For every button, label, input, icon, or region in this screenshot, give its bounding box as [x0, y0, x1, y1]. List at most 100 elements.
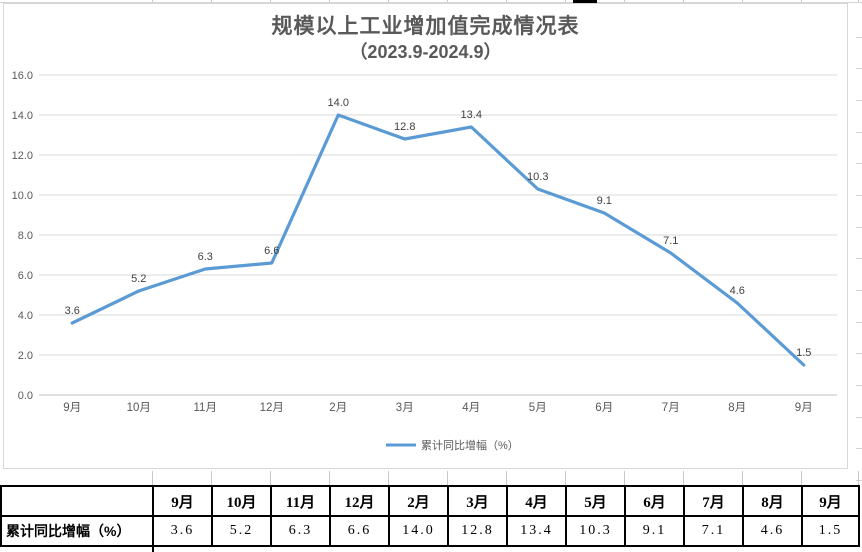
sheet-gridline-tick [801, 0, 802, 2]
y-tick-label: 2.0 [18, 350, 33, 362]
month-header-cell[interactable]: 5月 [565, 485, 626, 517]
month-header-cell[interactable]: 2月 [388, 485, 449, 517]
y-tick-label: 4.0 [18, 310, 33, 322]
sheet-gridline-tick [211, 0, 212, 2]
sheet-gridline-tick [624, 471, 625, 485]
chart-object[interactable]: 规模以上工业增加值完成情况表 （2023.9-2024.9） 0.0 2.0 4.0… [3, 3, 848, 469]
series-line [70, 113, 806, 367]
chart-title-line1: 规模以上工业增加值完成情况表 [271, 14, 580, 38]
y-tick-label: 16.0 [12, 70, 33, 82]
sheet-gridline-tick [506, 0, 507, 2]
sheet-gridline-tick [388, 471, 389, 485]
value-cell[interactable]: 10.3 [565, 515, 626, 547]
x-tick-label: 2月 [329, 402, 347, 414]
corner-cell[interactable] [0, 485, 154, 517]
sheet-gridline-tick [624, 0, 625, 2]
sheet-gridline-tick [388, 0, 389, 2]
sheet-gridline-tick [856, 480, 862, 481]
data-label: 7.1 [663, 235, 678, 247]
y-tick-label: 8.0 [18, 230, 33, 242]
row-label-cell[interactable]: 累计同比增幅（%） [0, 515, 154, 547]
sheet-gridline-tick [856, 322, 862, 323]
y-tick-label: 6.0 [18, 270, 33, 282]
sheet-gridline-tick [858, 471, 859, 485]
sheet-gridline-tick [856, 68, 862, 69]
data-label: 3.6 [65, 305, 80, 317]
sheet-gridline-tick [152, 547, 154, 552]
sheet-gridline-tick [856, 132, 862, 133]
sheet-gridline-tick [152, 471, 153, 485]
line-chart-plot: 0.0 2.0 4.0 6.0 8.0 10.0 12.0 14.0 16.0 9月 10月 11月 1… [12, 70, 837, 452]
value-cell[interactable]: 6.3 [270, 515, 331, 547]
value-cell[interactable]: 9.1 [624, 515, 685, 547]
sheet-gridline-tick [742, 0, 743, 2]
sheet-gridline-tick [329, 471, 330, 485]
value-cell[interactable]: 12.8 [447, 515, 508, 547]
month-header-cell[interactable]: 9月 [801, 485, 860, 517]
month-header-cell[interactable]: 3月 [447, 485, 508, 517]
month-header-cell[interactable]: 8月 [742, 485, 803, 517]
month-header-cell[interactable]: 7月 [683, 485, 744, 517]
x-tick-label: 7月 [662, 402, 680, 414]
y-tick-label: 10.0 [12, 190, 33, 202]
x-tick-label: 4月 [462, 402, 480, 414]
sheet-gridline-tick [270, 0, 271, 2]
x-tick-label: 8月 [728, 402, 746, 414]
y-tick-label: 0.0 [18, 390, 33, 402]
month-header-cell[interactable]: 6月 [624, 485, 685, 517]
cell-border-fragment [573, 0, 597, 3]
sheet-gridline-tick [858, 0, 859, 2]
sheet-gridline-tick [211, 471, 212, 485]
sheet-gridline-tick [856, 448, 862, 449]
x-tick-label: 3月 [396, 402, 414, 414]
data-label: 1.5 [796, 347, 811, 359]
sheet-gridline-tick [565, 471, 566, 485]
sheet-gridline-tick [856, 163, 862, 164]
chart-title-line2: （2023.9-2024.9） [349, 42, 502, 62]
month-header-cell[interactable]: 10月 [211, 485, 272, 517]
value-cell[interactable]: 5.2 [211, 515, 272, 547]
sheet-gridline-tick [329, 0, 330, 2]
legend-label: 累计同比增幅（%） [421, 438, 519, 452]
data-label: 12.8 [394, 121, 415, 133]
sheet-gridline-tick [683, 471, 684, 485]
x-tick-label: 10月 [127, 402, 151, 414]
month-header-cell[interactable]: 12月 [329, 485, 390, 517]
value-cell[interactable]: 4.6 [742, 515, 803, 547]
sheet-gridline-tick [447, 471, 448, 485]
value-cell[interactable]: 6.6 [329, 515, 390, 547]
sheet-gridline-tick [270, 471, 271, 485]
x-tick-label: 11月 [194, 402, 217, 414]
sheet-gridline-tick [447, 0, 448, 2]
data-label: 4.6 [730, 285, 745, 297]
sheet-gridline-tick [856, 353, 862, 354]
data-label: 6.6 [264, 245, 279, 257]
data-label: 13.4 [461, 109, 482, 121]
data-label: 9.1 [597, 195, 612, 207]
y-tick-label: 12.0 [12, 150, 33, 162]
sheet-gridline-tick [152, 0, 153, 2]
x-tick-label: 9月 [63, 402, 81, 414]
value-cell[interactable]: 7.1 [683, 515, 744, 547]
x-tick-label: 12月 [260, 402, 284, 414]
sheet-gridline-tick [856, 258, 862, 259]
sheet-gridline-tick [856, 195, 862, 196]
data-label: 14.0 [328, 97, 349, 109]
sheet-gridline-tick [856, 227, 862, 228]
month-header-cell[interactable]: 11月 [270, 485, 331, 517]
x-tick-label: 5月 [529, 402, 547, 414]
sheet-gridline-tick [856, 417, 862, 418]
sheet-gridline-tick [856, 100, 862, 101]
value-cell[interactable]: 13.4 [506, 515, 567, 547]
sheet-gridline-tick [683, 0, 684, 2]
y-tick-label: 14.0 [12, 110, 33, 122]
value-cell[interactable]: 1.5 [801, 515, 860, 547]
month-header-cell[interactable]: 4月 [506, 485, 567, 517]
value-cell[interactable]: 3.6 [152, 515, 213, 547]
month-header-cell[interactable]: 9月 [152, 485, 213, 517]
sheet-gridline-tick [801, 471, 802, 485]
data-label: 5.2 [131, 273, 146, 285]
value-cell[interactable]: 14.0 [388, 515, 449, 547]
data-label: 6.3 [198, 251, 213, 263]
